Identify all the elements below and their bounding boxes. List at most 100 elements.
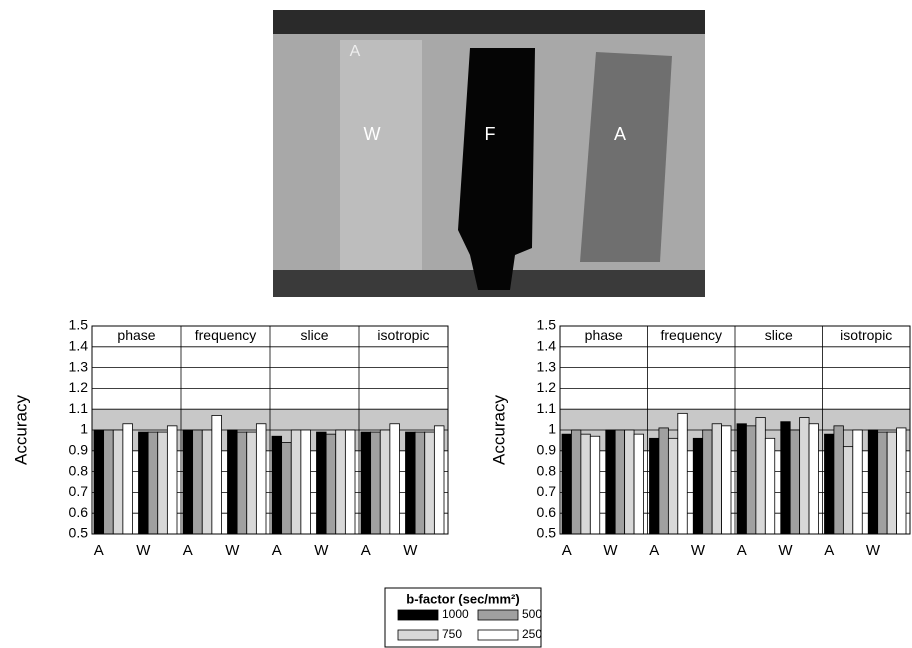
bar [722, 426, 731, 534]
bar [650, 438, 659, 534]
chart: 0.50.60.70.80.911.11.21.31.41.5Accuracyp… [11, 317, 448, 559]
bar [361, 432, 371, 534]
y-tick-label: 0.6 [69, 504, 89, 520]
legend-swatch [398, 610, 438, 620]
y-tick-label: 1 [548, 421, 556, 437]
bar [868, 430, 877, 534]
charts: 0.5 0.6 0.7 0.8 0.9 1 1.1 1.2 1.3 1.4 1.5 Accuracy p… [11, 317, 910, 559]
bar [693, 438, 702, 534]
bar [415, 432, 425, 534]
bar [897, 428, 906, 534]
group-label: frequency [661, 327, 722, 343]
bar [800, 418, 809, 534]
y-tick-label: 0.7 [69, 483, 89, 499]
bar [781, 422, 790, 534]
bar [790, 430, 799, 534]
bar [562, 434, 571, 534]
bar [104, 430, 114, 534]
legend-swatch [398, 630, 438, 640]
bar [615, 430, 624, 534]
bar [590, 436, 599, 534]
y-tick-label: 1.3 [69, 358, 89, 374]
bar [113, 430, 123, 534]
legend-label: 1000 [442, 607, 469, 621]
x-tick-label: A [562, 542, 572, 559]
group-label: phase [585, 327, 623, 343]
bar [272, 436, 282, 534]
image-label: F [485, 124, 496, 144]
bar [148, 432, 158, 534]
y-tick-label: 1.4 [69, 338, 89, 354]
y-tick-label: 0.6 [537, 504, 557, 520]
bar [571, 430, 580, 534]
y-tick-label: 0.5 [69, 525, 89, 541]
x-tick-label: W [603, 542, 618, 559]
x-tick-label: W [691, 542, 706, 559]
y-tick-label: 0.7 [537, 483, 557, 499]
y-tick-label: 1.1 [69, 400, 89, 416]
y-tick-label: 1.2 [69, 379, 89, 395]
bar [434, 426, 444, 534]
bar [390, 424, 400, 534]
bar [123, 424, 133, 534]
y-tick-label: 1.5 [537, 317, 557, 333]
x-tick-label: W [778, 542, 793, 559]
group-label: slice [765, 327, 793, 343]
image-label: A [350, 43, 361, 60]
image-top-band [273, 10, 705, 34]
bar [887, 432, 896, 534]
y-tick-label: 1.1 [537, 400, 557, 416]
bar [878, 432, 887, 534]
y-tick-label: 1.4 [537, 338, 557, 354]
x-tick-label: W [225, 542, 240, 559]
bar [193, 430, 203, 534]
bar [94, 430, 104, 534]
bar [291, 430, 301, 534]
x-tick-label: W [136, 542, 151, 559]
y-tick-label: 1.5 [69, 317, 89, 333]
legend-swatch [478, 630, 518, 640]
y-tick-label: 1.2 [537, 379, 557, 395]
x-tick-label: W [866, 542, 881, 559]
bar [737, 424, 746, 534]
bar [345, 430, 355, 534]
bar [326, 434, 336, 534]
bar [167, 426, 177, 534]
x-tick-label: W [314, 542, 329, 559]
bar [746, 426, 755, 534]
legend-title: b-factor (sec/mm²) [406, 591, 519, 606]
bar [202, 430, 212, 534]
y-tick-label: 1 [80, 421, 88, 437]
group-label: isotropic [840, 327, 892, 343]
y-tick-label: 0.5 [537, 525, 557, 541]
bar [825, 434, 834, 534]
x-tick-label: A [737, 542, 747, 559]
figure: A W F A 0.5 0.6 0.7 0.8 0.9 1 1.1 1.2 1.3 1.4 1.5 A… [0, 0, 912, 648]
bar [606, 430, 615, 534]
y-axis-label: Accuracy [11, 395, 30, 465]
legend-swatch [478, 610, 518, 620]
bar [158, 432, 168, 534]
y-tick-label: 0.8 [69, 462, 89, 478]
group-label: slice [300, 327, 328, 343]
bar [247, 432, 257, 534]
y-tick-label: 0.9 [69, 442, 89, 458]
bar [301, 430, 311, 534]
bar [843, 447, 852, 534]
image-label: W [364, 124, 381, 144]
bar [678, 413, 687, 534]
image-label: A [614, 124, 626, 144]
bar [228, 430, 238, 534]
group-label: frequency [195, 327, 256, 343]
bar [183, 430, 193, 534]
bar [380, 430, 390, 534]
bar [406, 432, 416, 534]
bar [336, 430, 346, 534]
bar [371, 432, 381, 534]
bar [668, 438, 677, 534]
legend-label: 250 [522, 627, 542, 641]
bar [756, 418, 765, 534]
group-label: isotropic [377, 327, 429, 343]
x-tick-label: A [94, 542, 104, 559]
